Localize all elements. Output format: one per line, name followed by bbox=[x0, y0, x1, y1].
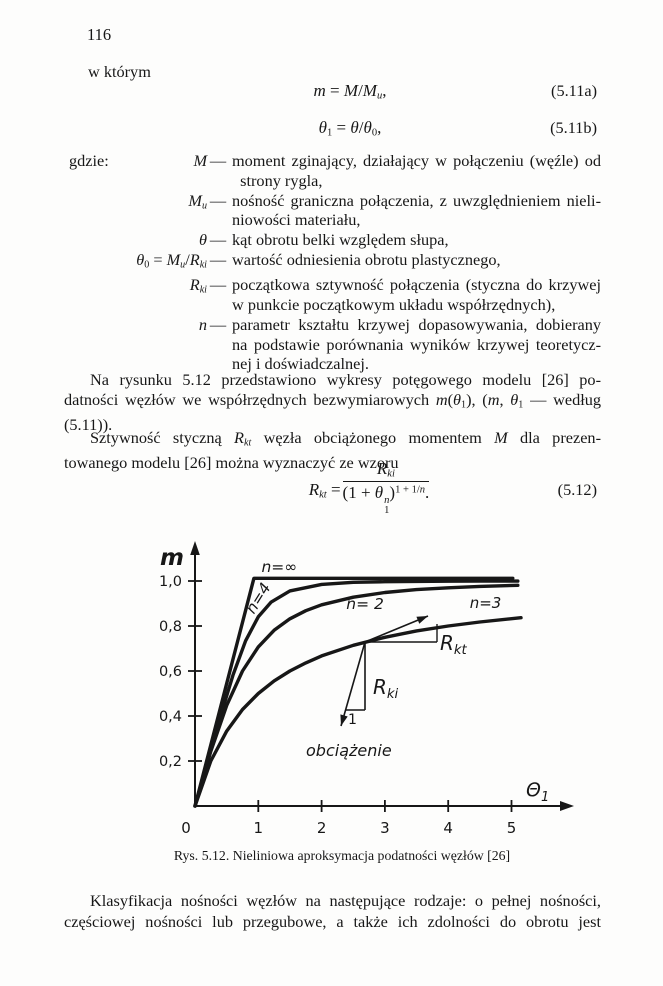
equation-body: θ1 = θ/θ0, bbox=[318, 118, 382, 139]
text-line: kąt obrotu belki względem słupa, bbox=[232, 230, 449, 250]
fraction: Rki (1 + θ n 1)1 + 1/n. bbox=[342, 459, 430, 517]
annotation-label: 1 bbox=[348, 712, 357, 728]
text-line: (5.11)). bbox=[64, 415, 113, 435]
intro-line: w którym bbox=[88, 62, 151, 81]
definition-symbol: Mu bbox=[188, 190, 207, 212]
text-line: nośność graniczna połączenia, z uwzględn… bbox=[232, 190, 601, 210]
equation-number: (5.12) bbox=[557, 480, 597, 499]
y-tick-label: 1,0 bbox=[159, 574, 182, 590]
curve-label: n= 2 bbox=[346, 595, 384, 613]
equation-number: (5.11a) bbox=[551, 81, 597, 100]
definition-dash: — bbox=[209, 314, 227, 334]
equation-body: m = M/Mu, bbox=[313, 81, 387, 102]
fraction-denominator: (1 + θ n 1)1 + 1/n. bbox=[342, 482, 430, 517]
equation-body: Rkt = Rki (1 + θ n 1)1 + 1/n. bbox=[150, 459, 590, 516]
definition-row: Rki — początkowa sztywność połączenia (sty… bbox=[64, 275, 601, 315]
annotation-label: Rkt bbox=[440, 631, 468, 658]
definition-row: θ0 = Mu/Rki — wartość odniesienia obrotu p… bbox=[64, 250, 601, 275]
curve-n=∞ bbox=[193, 576, 515, 808]
x-axis-arrow bbox=[560, 801, 574, 811]
definition-row: n — parametr kształtu krzywej dopasowywani… bbox=[64, 315, 601, 374]
annotation-label: obciążenie bbox=[306, 741, 392, 760]
equation-lhs: Rkt = bbox=[308, 479, 341, 501]
x-tick-label: 2 bbox=[317, 819, 327, 837]
page-number: 116 bbox=[87, 25, 112, 44]
definition-description: parametr kształtu krzywej dopasowywania,… bbox=[229, 315, 601, 374]
text-line: nej i doświadczalnej. bbox=[232, 354, 369, 374]
definition-symbol: M bbox=[193, 151, 207, 170]
definition-symbol: θ bbox=[199, 230, 207, 250]
paragraph-classification: Klasyfikacja nośności węzłów na następuj… bbox=[64, 891, 601, 932]
chart-svg: 0,2 0,4 0,6 0,8 1,0 1 2 3 4 5 0 n=∞ n=4 n= 2 n=3 Rkt Rki… bbox=[159, 541, 574, 837]
x-tick-label: 3 bbox=[380, 819, 390, 837]
y-tick-label: 0,6 bbox=[159, 664, 182, 680]
curve-label: n=4 bbox=[242, 580, 275, 617]
annotation-arrowhead bbox=[416, 616, 428, 624]
definition-description: kąt obrotu belki względem słupa, bbox=[229, 230, 601, 250]
y-tick-label: 0,2 bbox=[159, 754, 182, 770]
definition-row: M — moment zginający, działający w połącze… bbox=[64, 151, 601, 191]
text-line: Sztywność styczną Rkt węzła obciążonego … bbox=[90, 428, 601, 449]
annotation-label: Rki bbox=[373, 675, 399, 702]
definition-description: początkowa sztywność połączenia (styczna… bbox=[229, 275, 601, 315]
equation-number: (5.11b) bbox=[550, 118, 597, 137]
text-line: w punkcie początkowym układu współrzędny… bbox=[232, 295, 556, 315]
text-line: parametr kształtu krzywej dopasowywania,… bbox=[232, 314, 601, 334]
definition-dash: — bbox=[209, 249, 227, 269]
annotation-arrowhead bbox=[340, 714, 348, 726]
origin-label: 0 bbox=[181, 819, 191, 837]
definition-symbol: θ0 = Mu/Rki bbox=[136, 249, 207, 271]
curve-label: n=∞ bbox=[261, 558, 297, 576]
text-line: początkowa sztywność połączenia (styczna… bbox=[232, 275, 601, 295]
figure-5-12: 0,2 0,4 0,6 0,8 1,0 1 2 3 4 5 0 n=∞ n=4 n= 2 n=3 Rkt Rki… bbox=[140, 538, 610, 850]
x-tick-label: 4 bbox=[443, 819, 453, 837]
y-axis-label: m bbox=[160, 545, 184, 571]
definition-symbol: Rki bbox=[189, 275, 207, 296]
definition-dash: — bbox=[209, 190, 227, 210]
y-axis-arrow bbox=[190, 541, 200, 555]
curve-n=4 bbox=[193, 579, 520, 808]
y-tick-label: 0,4 bbox=[159, 709, 182, 725]
text-line: towanego modelu [26] można wyznaczyć ze … bbox=[64, 453, 399, 473]
x-axis-label: Θ1 bbox=[526, 779, 549, 805]
y-tick-label: 0,8 bbox=[159, 619, 182, 635]
definitions-intro: gdzie: bbox=[69, 151, 109, 170]
text-line: wartość odniesienia obrotu plastycznego, bbox=[232, 249, 501, 269]
definition-dash: — bbox=[209, 151, 227, 170]
text-line: moment zginający, działający w połączeni… bbox=[232, 151, 601, 170]
curve-label: n=3 bbox=[470, 594, 502, 612]
x-tick-label: 1 bbox=[254, 819, 264, 837]
fraction-numerator: Rki bbox=[342, 459, 430, 482]
definition-description: nośność graniczna połączenia, z uwzględn… bbox=[229, 191, 601, 231]
text-line: na podstawie porównania wyników krzywej … bbox=[232, 334, 601, 354]
definition-description: moment zginający, działający w połączeni… bbox=[229, 151, 601, 191]
definition-symbol: n bbox=[198, 314, 207, 334]
equation-5-11a: m = M/Mu, (5.11a) bbox=[0, 81, 663, 105]
text-line: Klasyfikacja nośności węzłów na następuj… bbox=[90, 891, 601, 910]
equation-5-11b: θ1 = θ/θ0, (5.11b) bbox=[0, 118, 663, 142]
paragraph-figure-intro: Na rysunku 5.12 przedstawiono wykresy po… bbox=[64, 370, 601, 435]
annotation-line bbox=[340, 641, 366, 727]
definition-row: Mu — nośność graniczna połączenia, z uwzgl… bbox=[64, 191, 601, 231]
x-tick-label: 5 bbox=[507, 819, 517, 837]
annotation-line bbox=[364, 615, 429, 643]
text-line: strony rygla, bbox=[232, 170, 323, 190]
definition-row: θ — kąt obrotu belki względem słupa, bbox=[64, 230, 601, 250]
text-line: Na rysunku 5.12 przedstawiono wykresy po… bbox=[90, 370, 601, 389]
text-line: częściowej nośności lub przegubowe, a ta… bbox=[64, 911, 601, 931]
figure-caption: Rys. 5.12. Nieliniowa aproksymacja podat… bbox=[173, 848, 511, 863]
definition-description: wartość odniesienia obrotu plastycznego, bbox=[229, 250, 601, 275]
text-line: niowości materiału, bbox=[232, 210, 361, 230]
definition-dash: — bbox=[209, 230, 227, 250]
curve-n= 2 bbox=[193, 583, 520, 808]
text-line: datności węzłów we współrzędnych bezwymi… bbox=[64, 389, 602, 411]
paragraph-stiffness: Sztywność styczną Rkt węzła obciążonego … bbox=[64, 428, 601, 473]
definitions-list: M — moment zginający, działający w połącze… bbox=[64, 151, 601, 374]
definition-dash: — bbox=[209, 275, 227, 295]
equation-5-12: Rkt = Rki (1 + θ n 1)1 + 1/n. (5.12) bbox=[0, 459, 663, 516]
